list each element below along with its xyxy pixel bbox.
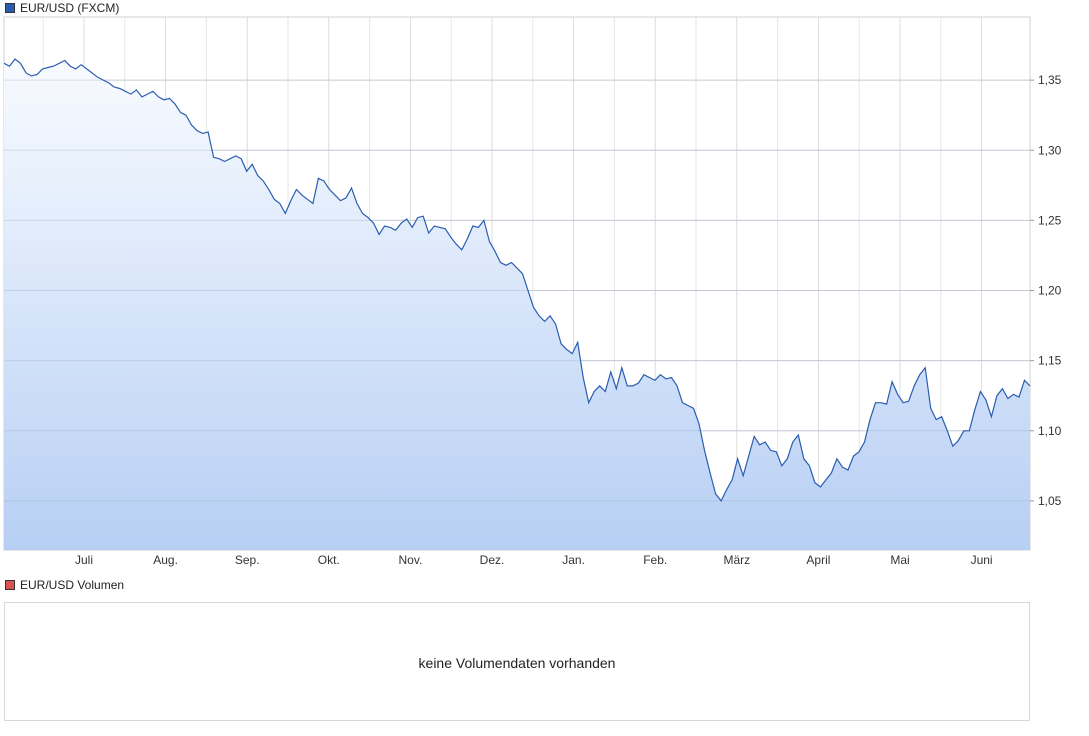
legend-volume-label: EUR/USD Volumen [20, 578, 125, 592]
price-area [4, 59, 1030, 550]
x-tick-label: Sep. [235, 553, 260, 567]
y-tick-label: 1,35 [1038, 73, 1062, 87]
x-tick-label: Okt. [318, 553, 340, 567]
x-tick-label: Juli [75, 553, 93, 567]
x-tick-label: April [806, 553, 830, 567]
y-tick-label: 1,20 [1038, 284, 1062, 298]
y-tick-label: 1,15 [1038, 354, 1062, 368]
legend-volume-swatch [5, 580, 15, 590]
x-tick-label: Nov. [399, 553, 423, 567]
x-tick-label: Jan. [562, 553, 585, 567]
volume-panel: keine Volumendaten vorhanden [4, 602, 1030, 721]
legend-main: EUR/USD (FXCM) [5, 1, 119, 15]
y-tick-label: 1,25 [1038, 213, 1062, 227]
x-tick-label: Dez. [480, 553, 505, 567]
x-axis-labels: Juli Aug. Sep. Okt. Nov. Dez. Jan. Feb. März Apri… [75, 553, 993, 567]
price-chart: Juli Aug. Sep. Okt. Nov. Dez. Jan. Feb. März Apri… [3, 16, 1062, 567]
x-tick-label: Juni [971, 553, 993, 567]
legend-main-label: EUR/USD (FXCM) [20, 1, 120, 15]
legend-main-swatch [5, 3, 15, 13]
y-tick-label: 1,10 [1038, 424, 1062, 438]
y-tick-label: 1,30 [1038, 143, 1062, 157]
x-tick-label: Mai [890, 553, 909, 567]
price-line [3, 58, 1031, 503]
y-tick-label: 1,05 [1038, 494, 1062, 508]
legend-volume: EUR/USD Volumen [5, 578, 124, 592]
x-tick-label: Aug. [153, 553, 178, 567]
grid-horizontal-overlay [4, 79, 1030, 502]
x-tick-label: Feb. [643, 553, 667, 567]
x-tick-label: März [723, 553, 750, 567]
volume-empty-message: keine Volumendaten vorhanden [418, 655, 616, 671]
y-axis-labels: 1,05 1,10 1,15 1,20 1,25 1,30 1,35 [1030, 73, 1062, 508]
